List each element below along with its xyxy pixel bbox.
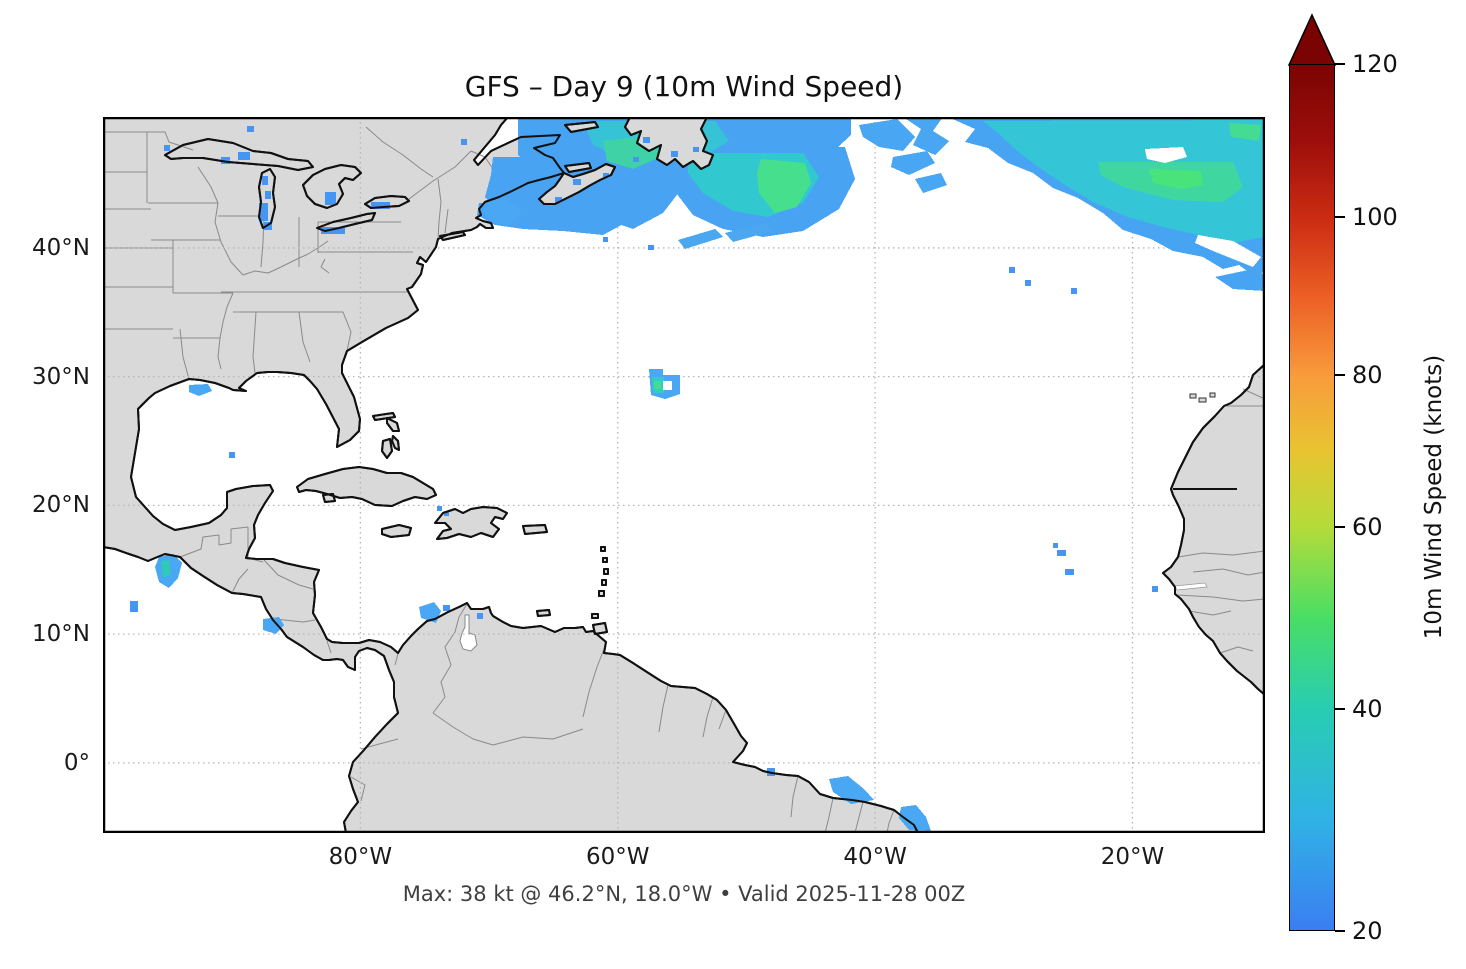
gambia-river — [1174, 582, 1208, 591]
lat-tick-label: 40°N — [32, 234, 90, 261]
colorbar-extend-arrow — [1287, 13, 1337, 66]
wind-speed-overlay-islands — [555, 137, 699, 203]
wind-cell — [444, 511, 449, 516]
wind-patch — [189, 384, 212, 396]
lat-tick-label: 0° — [63, 749, 90, 776]
wind-patch — [1149, 169, 1203, 189]
canary-islands — [1189, 392, 1216, 403]
colorbar-tick-mark — [1335, 374, 1345, 377]
wind-cell — [247, 126, 254, 132]
lat-tick-label: 20°N — [32, 492, 90, 519]
colorbar — [1289, 64, 1335, 931]
lakes-and-small-islands — [459, 392, 1216, 652]
wind-cell — [461, 139, 467, 145]
wind-cell — [321, 227, 345, 234]
lon-tick-label: 20°W — [1100, 844, 1165, 870]
colorbar-tick-label: 20 — [1352, 917, 1383, 945]
wind-cell — [1009, 267, 1015, 273]
colorbar-tick-label: 80 — [1352, 361, 1383, 390]
wind-patch — [891, 151, 935, 175]
wind-patch — [1229, 123, 1261, 141]
map-axes — [103, 117, 1265, 833]
wind-patch — [757, 159, 811, 213]
wind-cell — [1025, 280, 1031, 286]
lon-tick-label: 80°W — [328, 844, 393, 870]
colorbar-tick-mark — [1335, 63, 1345, 65]
wind-cell — [663, 381, 672, 390]
wind-cell — [229, 452, 235, 458]
figure-title: GFS – Day 9 (10m Wind Speed) — [464, 70, 904, 103]
lat-tick-label: 30°N — [32, 363, 90, 390]
wind-cell — [221, 157, 230, 164]
wind-patch — [915, 173, 947, 193]
wind-cell — [130, 601, 138, 612]
wind-cell — [477, 613, 483, 619]
lon-tick-label: 60°W — [585, 844, 650, 870]
colorbar-tick-label: 100 — [1352, 203, 1398, 232]
wind-cell — [371, 202, 390, 209]
wind-patch — [483, 199, 521, 226]
wind-patch — [725, 223, 773, 242]
wind-cell — [437, 506, 442, 511]
wind-patch — [263, 617, 284, 634]
wind-cell — [671, 151, 678, 157]
wind-cell — [1053, 543, 1058, 548]
wind-patch — [1145, 147, 1187, 163]
wind-cell — [265, 191, 271, 199]
wind-patch — [903, 117, 949, 155]
wind-patch — [829, 776, 874, 804]
wind-patch — [161, 560, 171, 578]
wind-cell — [262, 176, 268, 185]
wind-cell — [1057, 550, 1066, 556]
lat-tick-label: 10°N — [32, 621, 90, 648]
colorbar-tick-label: 40 — [1352, 695, 1383, 724]
colorbar-tick-label: 60 — [1352, 512, 1383, 541]
wind-cell — [633, 157, 639, 162]
wind-cell — [693, 147, 699, 152]
colorbar-tick-mark — [1335, 216, 1345, 219]
wind-cell — [443, 605, 450, 611]
wind-patch — [654, 381, 661, 389]
lake-maracaibo — [459, 614, 478, 652]
wind-cell — [1152, 586, 1158, 592]
wind-cell — [643, 137, 650, 143]
wind-cell — [238, 152, 250, 160]
gridlines — [103, 117, 1265, 833]
colorbar-tick-mark — [1335, 708, 1345, 711]
figure-caption: Max: 38 kt @ 46.2°N, 18.0°W • Valid 2025… — [402, 882, 966, 906]
wind-cell — [555, 197, 562, 203]
colorbar-tick-label: 120 — [1352, 50, 1398, 78]
wind-cell — [259, 203, 268, 221]
wind-cell — [648, 245, 654, 250]
wind-cell — [573, 179, 581, 185]
wind-cell — [603, 173, 609, 178]
wind-cell — [603, 237, 608, 242]
colorbar-tick-mark — [1335, 930, 1345, 932]
wind-patch — [678, 229, 723, 249]
wind-patch — [1215, 269, 1265, 291]
wind-patch — [899, 805, 931, 831]
wind-cell — [1065, 569, 1074, 575]
wind-patch — [859, 119, 915, 151]
colorbar-axis-label: 10m Wind Speed (knots) — [1421, 354, 1447, 640]
axes-spine — [103, 117, 1265, 833]
lon-tick-label: 40°W — [843, 844, 907, 870]
wind-patch — [1195, 235, 1261, 267]
wind-cell — [164, 145, 170, 151]
colorbar-tick-mark — [1335, 525, 1345, 528]
wind-cell — [325, 192, 336, 205]
wind-cell — [1071, 288, 1077, 294]
